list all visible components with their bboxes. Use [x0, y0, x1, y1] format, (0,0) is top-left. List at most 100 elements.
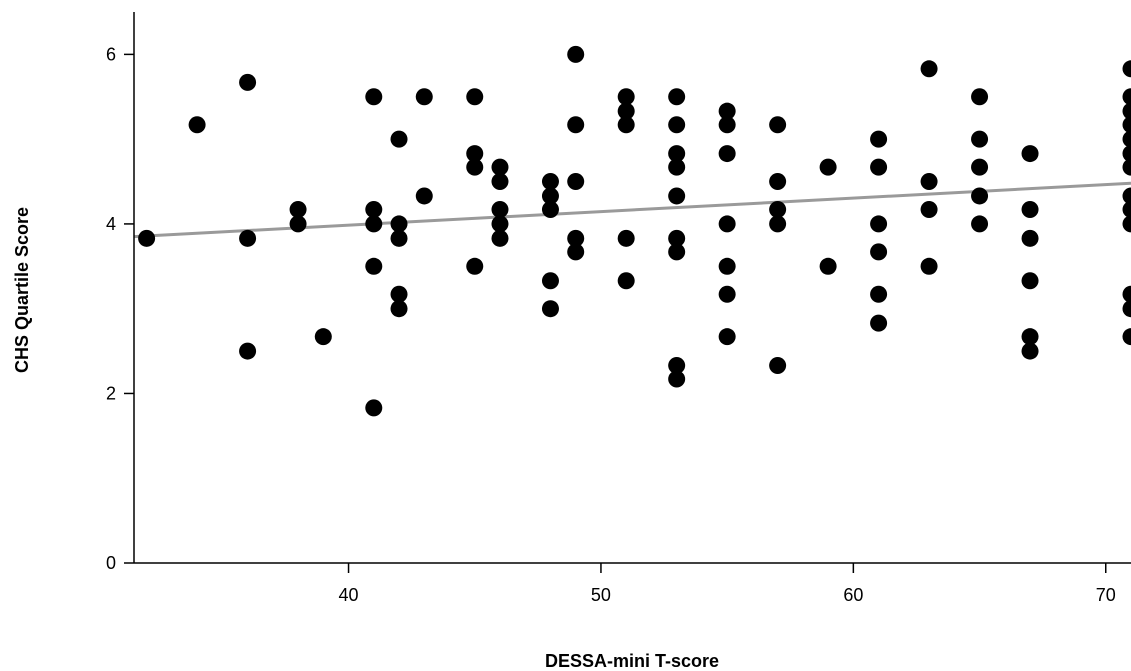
data-point	[1122, 102, 1131, 120]
data-point	[971, 215, 989, 233]
data-point	[769, 356, 787, 374]
data-point	[365, 399, 383, 417]
data-point	[920, 257, 938, 275]
y-tick-label: 2	[106, 383, 116, 403]
data-point	[971, 158, 989, 176]
data-point	[1021, 272, 1039, 290]
y-tick-label: 4	[106, 214, 116, 234]
data-point	[769, 215, 787, 233]
data-point	[769, 116, 787, 134]
data-point	[314, 328, 332, 346]
data-point	[466, 145, 484, 163]
y-axis-ticks: 0 2 4 6	[106, 44, 134, 573]
data-point	[617, 229, 635, 247]
data-point	[718, 145, 736, 163]
x-tick-label: 70	[1096, 585, 1116, 605]
data-point	[718, 257, 736, 275]
data-point	[541, 173, 559, 191]
data-point	[390, 215, 408, 233]
x-tick-label: 60	[843, 585, 863, 605]
data-point	[466, 158, 484, 176]
data-point	[365, 257, 383, 275]
data-point	[870, 215, 888, 233]
data-point	[491, 229, 509, 247]
data-point	[390, 285, 408, 303]
data-point	[1122, 328, 1131, 346]
data-point	[365, 215, 383, 233]
data-point	[491, 201, 509, 219]
data-point	[1021, 328, 1039, 346]
data-point	[289, 201, 307, 219]
data-point	[567, 45, 585, 63]
data-point	[365, 201, 383, 219]
data-point	[188, 116, 206, 134]
data-point	[870, 314, 888, 332]
data-point	[668, 116, 686, 134]
data-point	[1122, 215, 1131, 233]
data-point	[1122, 60, 1131, 78]
data-point	[870, 130, 888, 148]
data-point	[920, 173, 938, 191]
data-point	[668, 229, 686, 247]
y-tick-label: 0	[106, 553, 116, 573]
data-point	[1122, 201, 1131, 219]
data-point	[718, 215, 736, 233]
y-axis-title: CHS Quartile Score	[12, 207, 32, 373]
data-point	[491, 173, 509, 191]
data-point	[819, 257, 837, 275]
data-point	[617, 116, 635, 134]
y-tick-label: 6	[106, 44, 116, 64]
data-point	[1122, 116, 1131, 134]
x-axis-title: DESSA-mini T-score	[545, 651, 719, 671]
data-point	[1021, 342, 1039, 360]
data-point	[920, 201, 938, 219]
data-point	[567, 173, 585, 191]
data-point	[390, 130, 408, 148]
data-point	[466, 257, 484, 275]
data-point	[668, 370, 686, 388]
data-points	[138, 45, 1131, 417]
data-point	[971, 187, 989, 205]
data-point	[718, 285, 736, 303]
data-point	[239, 73, 257, 91]
x-tick-label: 50	[591, 585, 611, 605]
data-point	[1122, 145, 1131, 163]
data-point	[668, 145, 686, 163]
data-point	[289, 215, 307, 233]
data-point	[567, 116, 585, 134]
data-point	[971, 88, 989, 106]
data-point	[541, 272, 559, 290]
data-point	[1021, 145, 1039, 163]
data-point	[541, 187, 559, 205]
data-point	[390, 229, 408, 247]
data-point	[668, 187, 686, 205]
data-point	[870, 243, 888, 261]
data-point	[870, 285, 888, 303]
data-point	[718, 116, 736, 134]
data-point	[617, 102, 635, 120]
data-point	[617, 272, 635, 290]
data-point	[365, 88, 383, 106]
data-point	[415, 88, 433, 106]
data-point	[541, 201, 559, 219]
data-point	[1122, 300, 1131, 318]
data-point	[541, 300, 559, 318]
data-point	[491, 158, 509, 176]
data-point	[920, 60, 938, 78]
data-point	[668, 158, 686, 176]
data-point	[1122, 130, 1131, 148]
data-point	[1021, 229, 1039, 247]
data-point	[668, 356, 686, 374]
data-point	[1021, 201, 1039, 219]
data-point	[239, 229, 257, 247]
data-point	[971, 130, 989, 148]
data-point	[870, 158, 888, 176]
data-point	[567, 229, 585, 247]
data-point	[491, 215, 509, 233]
data-point	[668, 243, 686, 261]
data-point	[769, 201, 787, 219]
data-point	[668, 88, 686, 106]
data-point	[819, 158, 837, 176]
data-point	[138, 229, 156, 247]
